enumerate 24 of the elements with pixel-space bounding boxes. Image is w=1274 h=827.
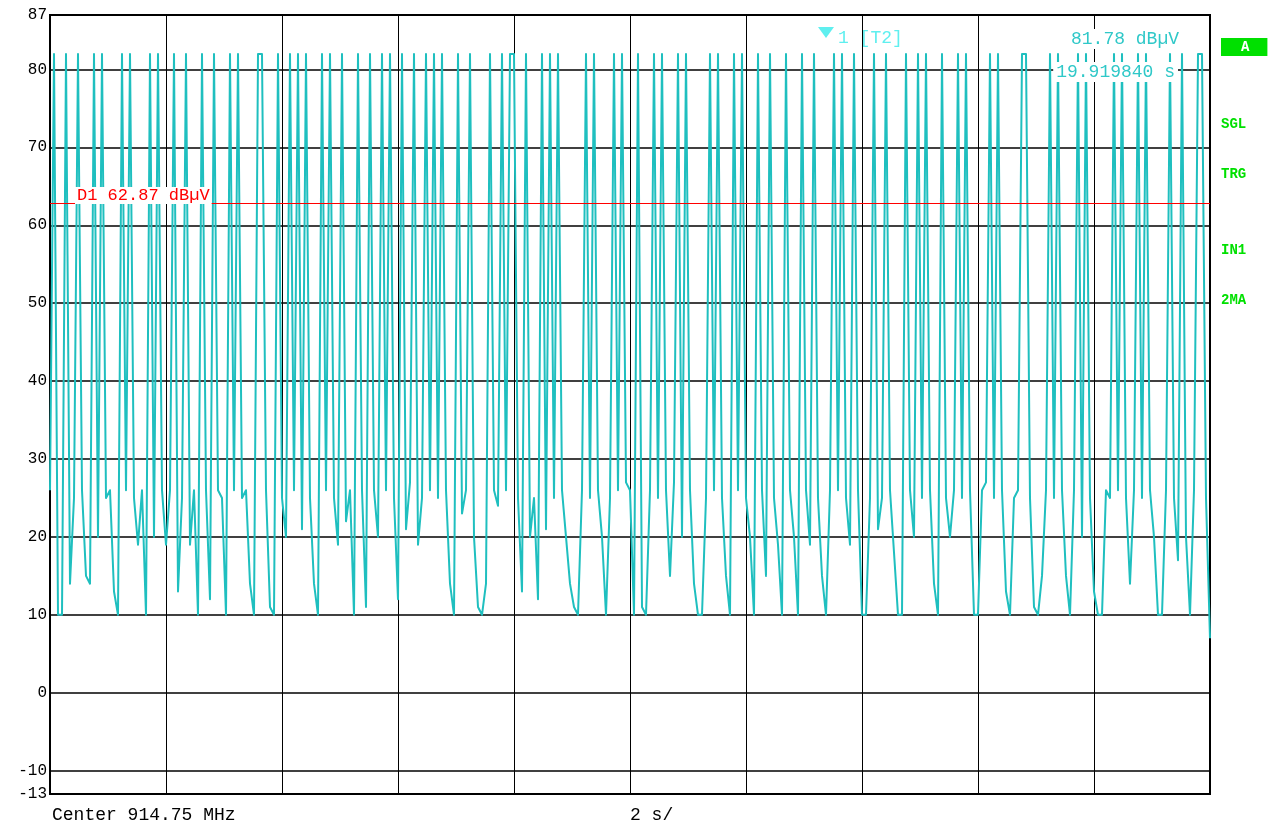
annotation: 81.78 dBµV [1070, 29, 1180, 49]
y-tick-label: 20 [27, 527, 47, 546]
y-tick-label: -13 [18, 785, 47, 803]
y-tick-label: 80 [27, 60, 47, 79]
text: A [1241, 39, 1250, 55]
text: SGL [1221, 116, 1247, 132]
y-tick-label: 30 [27, 450, 47, 469]
y-tick-label: 50 [27, 294, 47, 313]
y-tick-label: 40 [27, 372, 47, 391]
y-tick-label: 10 [27, 605, 47, 624]
y-tick-label: 60 [27, 216, 47, 235]
y-tick-label: 87 [27, 6, 47, 24]
text: 2 s/ [630, 805, 674, 825]
annotation: 1 [T2] [838, 28, 903, 48]
text: Center 914.75 MHz [52, 805, 236, 825]
ref-line-label: D1 62.87 dBµV [77, 185, 211, 205]
line-series [49, 52, 1211, 640]
y-tick-label: 70 [27, 138, 47, 157]
text: IN1 [1221, 242, 1247, 258]
text: TRG [1221, 166, 1247, 182]
text: 2MA [1221, 292, 1247, 308]
y-tick-label: -10 [18, 761, 47, 780]
y-tick-label: 0 [37, 683, 47, 702]
annotation: 19.919840 s [1056, 62, 1176, 82]
